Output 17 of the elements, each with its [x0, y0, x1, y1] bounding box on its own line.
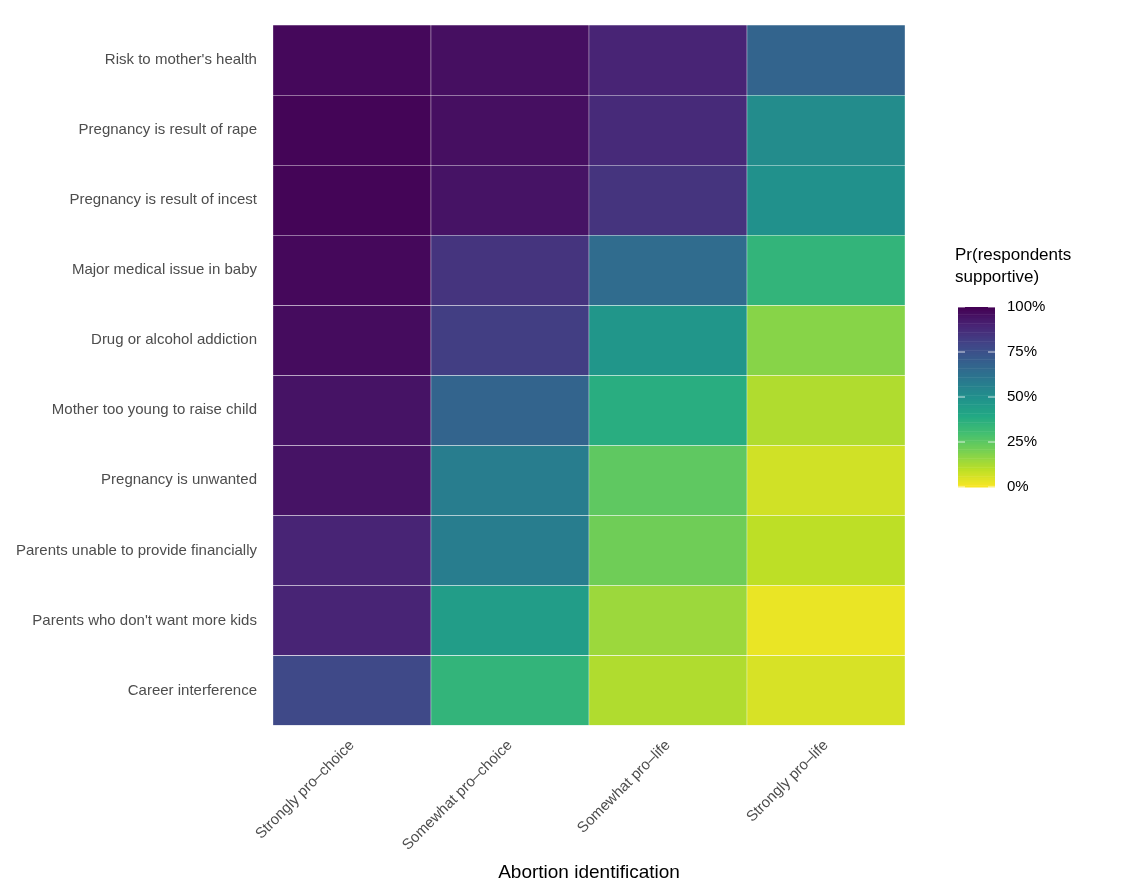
y-tick-label: Major medical issue in baby: [71, 260, 258, 278]
color-bar-title: Pr(respondents supportive): [955, 244, 1072, 286]
color-bar-label: 0%: [1007, 477, 1029, 495]
y-tick-label: Pregnancy is unwanted: [101, 470, 257, 488]
y-tick-label: Parents unable to provide financially: [16, 540, 258, 558]
y-tick-label: Parents who don't want more kids: [32, 610, 257, 628]
color-bar-label: 100%: [1007, 297, 1046, 315]
y-tick-label: Pregnancy is result of rape: [78, 120, 257, 138]
y-tick-label: Risk to mother's health: [104, 50, 257, 68]
x-axis-title: Abortion identification: [498, 860, 680, 882]
color-bar-label: 25%: [1007, 432, 1038, 450]
y-tick-label: Career interference: [127, 680, 257, 698]
color-bar-label: 75%: [1007, 342, 1038, 360]
color-bar-label: 50%: [1007, 387, 1038, 405]
y-tick-label: Drug or alcohol addiction: [91, 330, 257, 348]
y-tick-label: Mother too young to raise child: [51, 400, 257, 418]
y-tick-label: Pregnancy is result of incest: [69, 190, 258, 208]
